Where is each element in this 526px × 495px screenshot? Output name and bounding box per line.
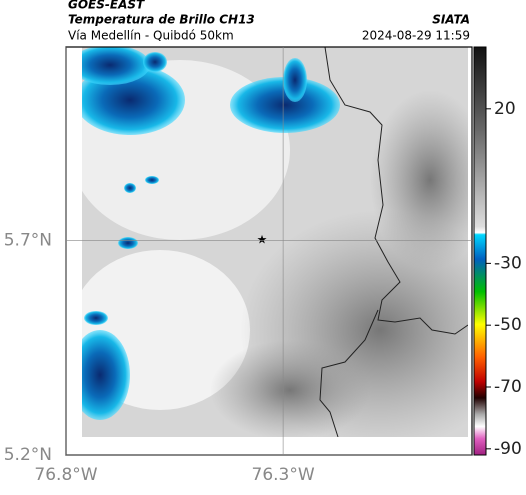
datetime: 2024-08-29 11:59: [362, 29, 470, 43]
y-tick-label: 5.7°N: [4, 230, 52, 250]
satellite-image: [82, 47, 468, 437]
source: SIATA: [432, 13, 470, 27]
colorbar-tick-label: -30: [494, 253, 522, 273]
x-tick-label: 76.8°W: [34, 465, 97, 485]
colorbar-tick-label: -90: [494, 439, 522, 459]
colorbar-tick-label: -70: [494, 377, 522, 397]
location-star: ★: [257, 233, 268, 247]
y-tick-label: 5.2°N: [4, 445, 52, 465]
title: GOES-EAST: [68, 0, 145, 12]
location: Vía Medellín - Quibdó 50km: [68, 29, 234, 43]
x-tick-label: 76.3°W: [252, 465, 315, 485]
colorbar-tick-label: -50: [494, 315, 522, 335]
subtitle: Temperatura de Brillo CH13: [68, 13, 255, 27]
colorbar: [473, 46, 487, 456]
colorbar-tick-label: 20: [494, 99, 516, 119]
